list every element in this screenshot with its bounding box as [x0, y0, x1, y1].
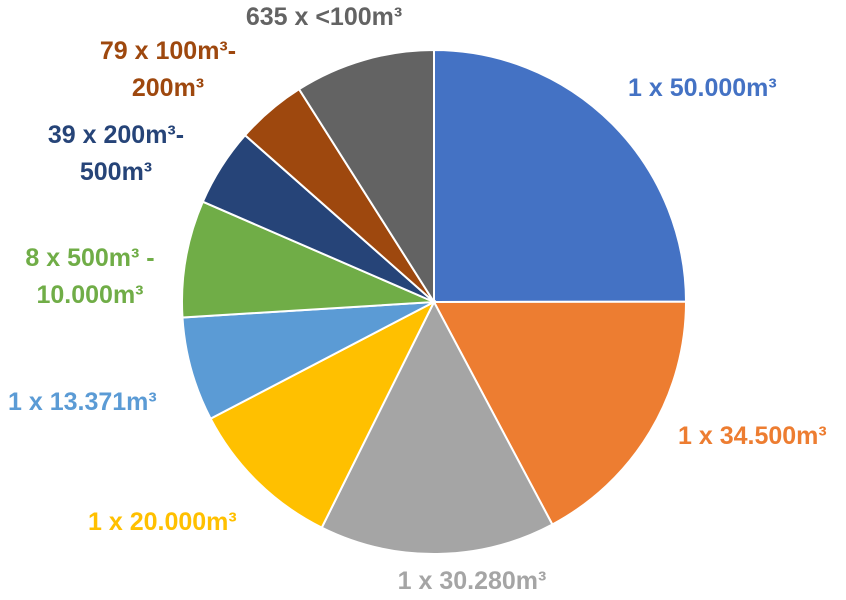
slice-label-1: 1 x 50.000m³ [628, 74, 777, 102]
slice-label-4-line-1: 1 x 20.000m³ [88, 508, 237, 536]
slice-label-5-line-1: 1 x 13.371m³ [8, 388, 157, 416]
pie-labels: 1 x 50.000m³ 1 x 34.500m³ 1 x 30.280m³ 1 x … [8, 3, 827, 595]
pie-slice-4 [209, 299, 437, 529]
slice-label-6: 8 x 500m³ - 10.000m³ [25, 244, 154, 309]
slice-label-2-line-1: 1 x 34.500m³ [678, 422, 827, 450]
slice-label-7-line-2: 500m³ [80, 158, 152, 186]
slice-label-1-line-1: 1 x 50.000m³ [628, 74, 777, 102]
slice-label-8-line-1: 79 x 100m³- [100, 37, 236, 65]
slice-label-7-line-1: 39 x 200m³- [48, 121, 184, 149]
pie-slices [181, 48, 688, 555]
slice-label-8-line-2: 200m³ [132, 74, 204, 102]
pie-slice-6 [181, 200, 435, 319]
slice-label-4: 1 x 20.000m³ [88, 508, 237, 536]
slice-label-6-line-1: 8 x 500m³ - [25, 244, 154, 272]
slice-label-7: 39 x 200m³- 500m³ [48, 121, 184, 186]
pie-slice-9 [297, 48, 435, 306]
slice-label-3: 1 x 30.280m³ [398, 567, 547, 595]
slice-label-5: 1 x 13.371m³ [8, 388, 157, 416]
slice-label-2: 1 x 34.500m³ [678, 422, 827, 450]
slice-label-3-line-1: 1 x 30.280m³ [398, 567, 547, 595]
pie-slice-2 [432, 300, 688, 526]
pie-slice-3 [320, 299, 554, 555]
slice-label-9-line-1: 635 x <100m³ [246, 3, 402, 31]
slice-label-6-line-2: 10.000m³ [36, 281, 143, 309]
pie-slice-1 [433, 48, 688, 304]
slice-label-8: 79 x 100m³- 200m³ [100, 37, 236, 102]
slice-label-9: 635 x <100m³ [246, 3, 402, 31]
